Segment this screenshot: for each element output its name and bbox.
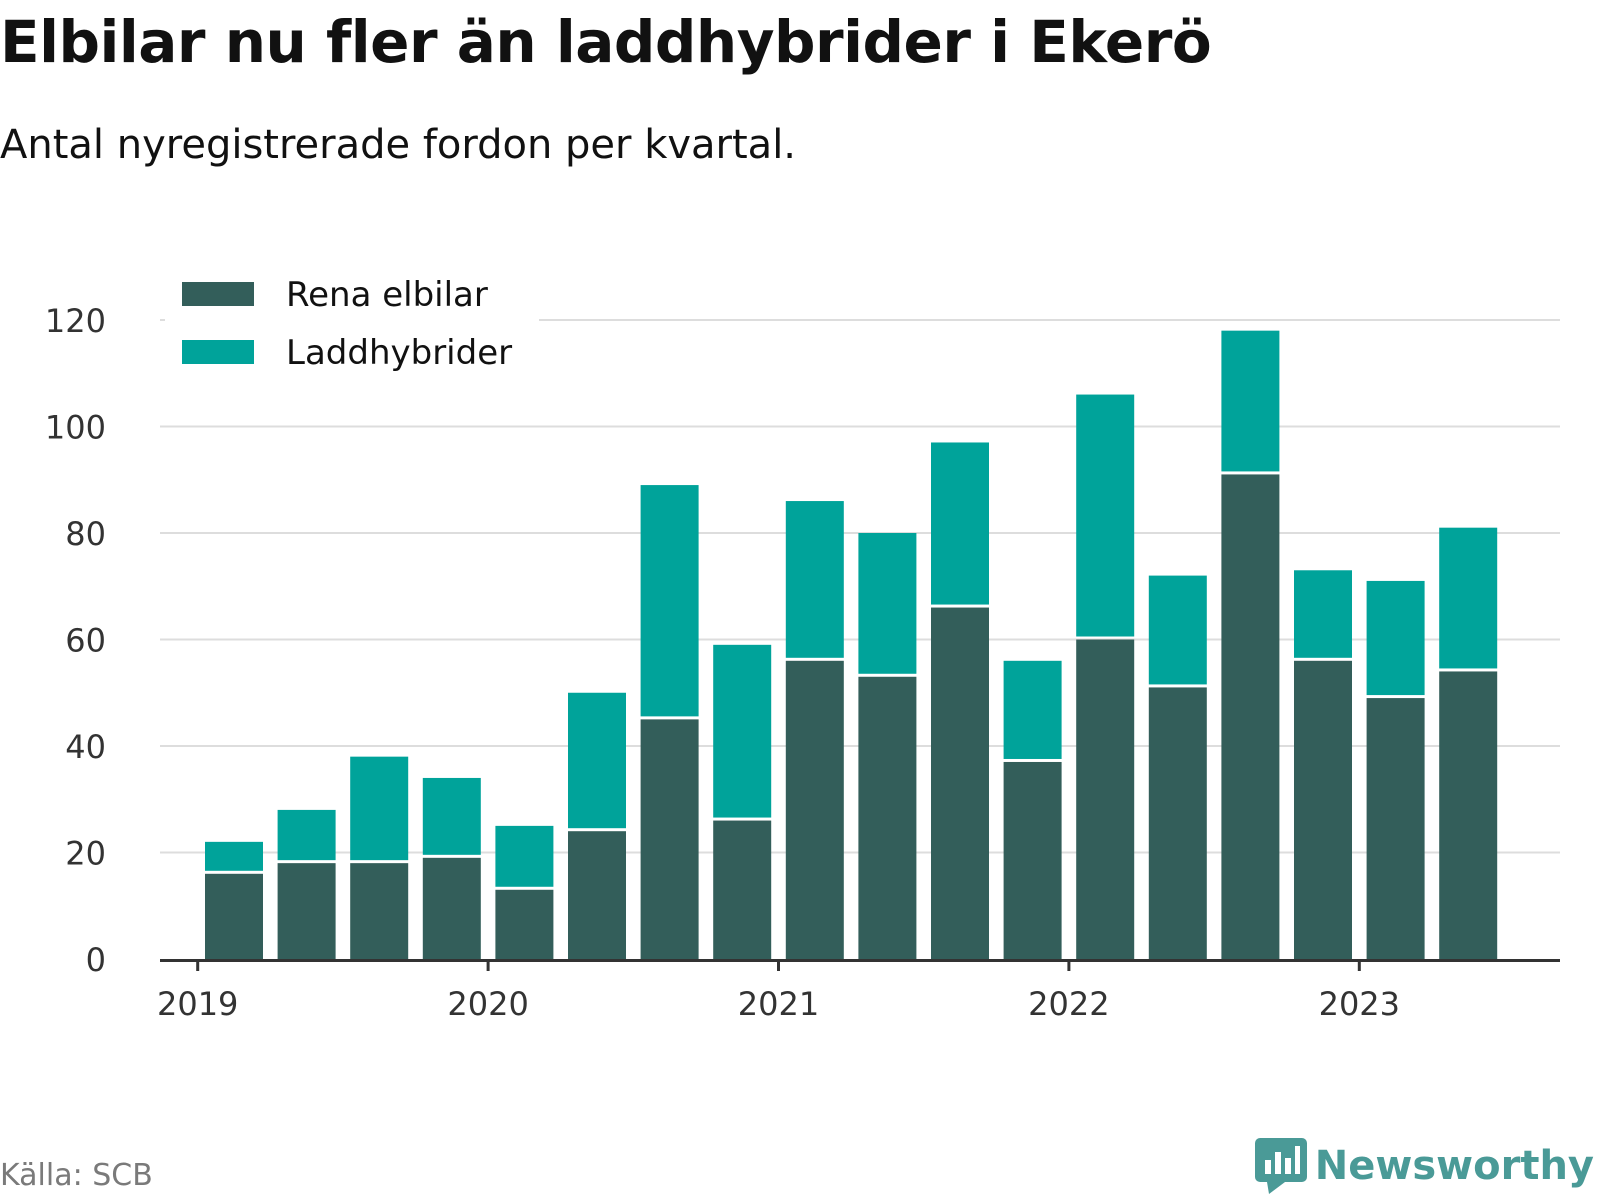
- y-tick-label: 120: [45, 302, 106, 340]
- bar-rena-elbilar: [1148, 687, 1207, 959]
- bar-rena-elbilar: [785, 660, 844, 959]
- bar-laddhybrider: [1148, 575, 1207, 685]
- bar-rena-elbilar: [350, 863, 409, 959]
- y-tick-label: 40: [65, 728, 106, 766]
- bar-laddhybrider: [1221, 330, 1280, 472]
- bar-laddhybrider: [931, 442, 989, 605]
- y-tick-label: 0: [86, 941, 106, 979]
- bar-rena-elbilar: [858, 676, 917, 959]
- stacked-bar-chart: 0 20 40 60 80 100 120 2019 2020 2021 2022 2023 Ren…: [44, 262, 1560, 1023]
- bar-rena-elbilar: [640, 719, 699, 959]
- bar-rena-elbilar: [1221, 474, 1280, 959]
- brand-name: Newsworthy: [1314, 1143, 1594, 1189]
- legend-label: Rena elbilar: [286, 275, 488, 315]
- bar-rena-elbilar: [1439, 671, 1498, 959]
- bar-rena-elbilar: [422, 857, 481, 959]
- x-tick-label: 2023: [1319, 985, 1400, 1023]
- bar-laddhybrider: [568, 692, 626, 829]
- legend-swatch: [182, 340, 254, 364]
- bar-laddhybrider: [350, 756, 409, 861]
- bar-rena-elbilar: [1294, 660, 1352, 959]
- legend-label: Laddhybrider: [286, 333, 512, 373]
- x-tick-label: 2022: [1028, 985, 1109, 1023]
- bar-rena-elbilar: [1076, 639, 1135, 959]
- bar-laddhybrider: [640, 485, 699, 717]
- bar-rena-elbilar: [1366, 698, 1425, 959]
- bar-laddhybrider: [495, 825, 554, 887]
- bar-rena-elbilar: [713, 820, 772, 959]
- x-axis-ticks: 2019 2020 2021 2022 2023: [157, 959, 1400, 1023]
- y-axis-ticks: 0 20 40 60 80 100 120: [45, 302, 106, 979]
- x-tick-label: 2019: [157, 985, 238, 1023]
- y-tick-label: 20: [65, 835, 106, 873]
- bar-laddhybrider: [1076, 394, 1135, 637]
- bar-laddhybrider: [1439, 527, 1498, 669]
- legend: Rena elbilar Laddhybrider: [165, 262, 539, 392]
- bar-rena-elbilar: [568, 831, 626, 959]
- bar-rena-elbilar: [495, 889, 554, 959]
- bar-rena-elbilar: [205, 873, 263, 959]
- bar-laddhybrider: [1366, 580, 1425, 696]
- legend-swatch: [182, 282, 254, 306]
- bar-rena-elbilar: [1003, 761, 1062, 959]
- bar-laddhybrider: [1294, 570, 1352, 658]
- y-tick-label: 100: [45, 409, 106, 447]
- bar-laddhybrider: [205, 841, 263, 871]
- bar-laddhybrider: [785, 501, 844, 658]
- chart-title: Elbilar nu fler än laddhybrider i Ekerö: [0, 8, 1212, 76]
- bar-laddhybrider: [422, 777, 481, 855]
- bar-laddhybrider: [858, 533, 917, 674]
- source-note: Källa: SCB: [0, 1158, 153, 1193]
- bar-laddhybrider: [713, 644, 772, 818]
- y-tick-label: 80: [65, 515, 106, 553]
- bar-laddhybrider: [1003, 660, 1062, 759]
- chart-subtitle: Antal nyregistrerade fordon per kvartal.: [0, 122, 797, 168]
- bar-group: [205, 330, 1498, 959]
- y-tick-label: 60: [65, 622, 106, 660]
- brand-logo: Newsworthy: [1254, 1138, 1594, 1194]
- x-tick-label: 2021: [738, 985, 819, 1023]
- bar-chart-icon: [1254, 1138, 1307, 1194]
- bar-laddhybrider: [277, 809, 336, 861]
- bar-rena-elbilar: [277, 863, 336, 959]
- x-tick-label: 2020: [447, 985, 528, 1023]
- bar-rena-elbilar: [931, 607, 989, 959]
